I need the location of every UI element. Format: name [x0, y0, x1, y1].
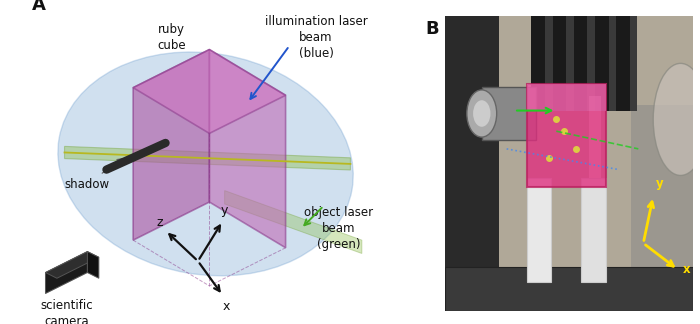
- Text: x: x: [683, 263, 691, 276]
- Bar: [589, 96, 601, 178]
- Bar: [566, 16, 574, 110]
- Polygon shape: [64, 146, 351, 170]
- Bar: [482, 87, 536, 140]
- Ellipse shape: [473, 100, 491, 127]
- Text: A: A: [32, 0, 46, 14]
- Text: shadow: shadow: [64, 159, 122, 191]
- Bar: [552, 16, 566, 110]
- Bar: [574, 16, 587, 110]
- Bar: [616, 16, 629, 110]
- Polygon shape: [46, 251, 88, 294]
- Bar: [545, 16, 552, 110]
- Bar: [444, 16, 499, 311]
- Polygon shape: [225, 191, 362, 253]
- Ellipse shape: [58, 52, 354, 276]
- Polygon shape: [46, 251, 99, 278]
- Ellipse shape: [653, 64, 700, 175]
- Bar: [581, 178, 606, 282]
- Text: B: B: [426, 20, 439, 38]
- Bar: [587, 16, 595, 110]
- Text: scientific
camera: scientific camera: [40, 299, 92, 324]
- Bar: [444, 267, 693, 311]
- Polygon shape: [133, 50, 209, 240]
- Polygon shape: [88, 251, 99, 278]
- Text: illumination laser
beam
(blue): illumination laser beam (blue): [265, 15, 368, 60]
- Text: y: y: [221, 204, 228, 217]
- Polygon shape: [209, 50, 286, 248]
- Bar: [608, 16, 616, 110]
- Text: x: x: [223, 300, 230, 313]
- Bar: [629, 16, 637, 110]
- Bar: [631, 105, 693, 267]
- Text: ruby
cube: ruby cube: [157, 23, 186, 52]
- Polygon shape: [133, 50, 286, 133]
- Bar: [526, 84, 606, 187]
- Bar: [526, 178, 552, 282]
- Text: y: y: [656, 177, 664, 190]
- Text: object laser
beam
(green): object laser beam (green): [304, 206, 374, 251]
- Bar: [531, 16, 545, 110]
- Ellipse shape: [467, 90, 497, 137]
- Bar: [526, 84, 606, 110]
- Text: z: z: [157, 216, 163, 229]
- Bar: [595, 16, 608, 110]
